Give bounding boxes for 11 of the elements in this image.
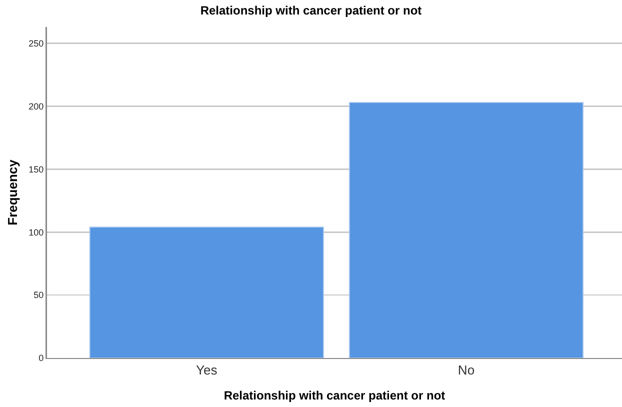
y-tick-label: 250 xyxy=(28,38,44,49)
chart-title: Relationship with cancer patient or not xyxy=(200,4,422,18)
y-tick-label: 200 xyxy=(28,101,44,112)
y-tick-label: 50 xyxy=(34,290,44,300)
y-axis-title: Frequency xyxy=(4,158,20,226)
y-tick-label: 150 xyxy=(28,164,44,174)
x-axis-title: Relationship with cancer patient or not xyxy=(224,388,446,402)
y-tick-label: 0 xyxy=(38,353,44,364)
x-tick-label: No xyxy=(458,362,475,378)
x-tick-label: Yes xyxy=(196,362,218,378)
y-tick-label: 100 xyxy=(28,227,44,238)
